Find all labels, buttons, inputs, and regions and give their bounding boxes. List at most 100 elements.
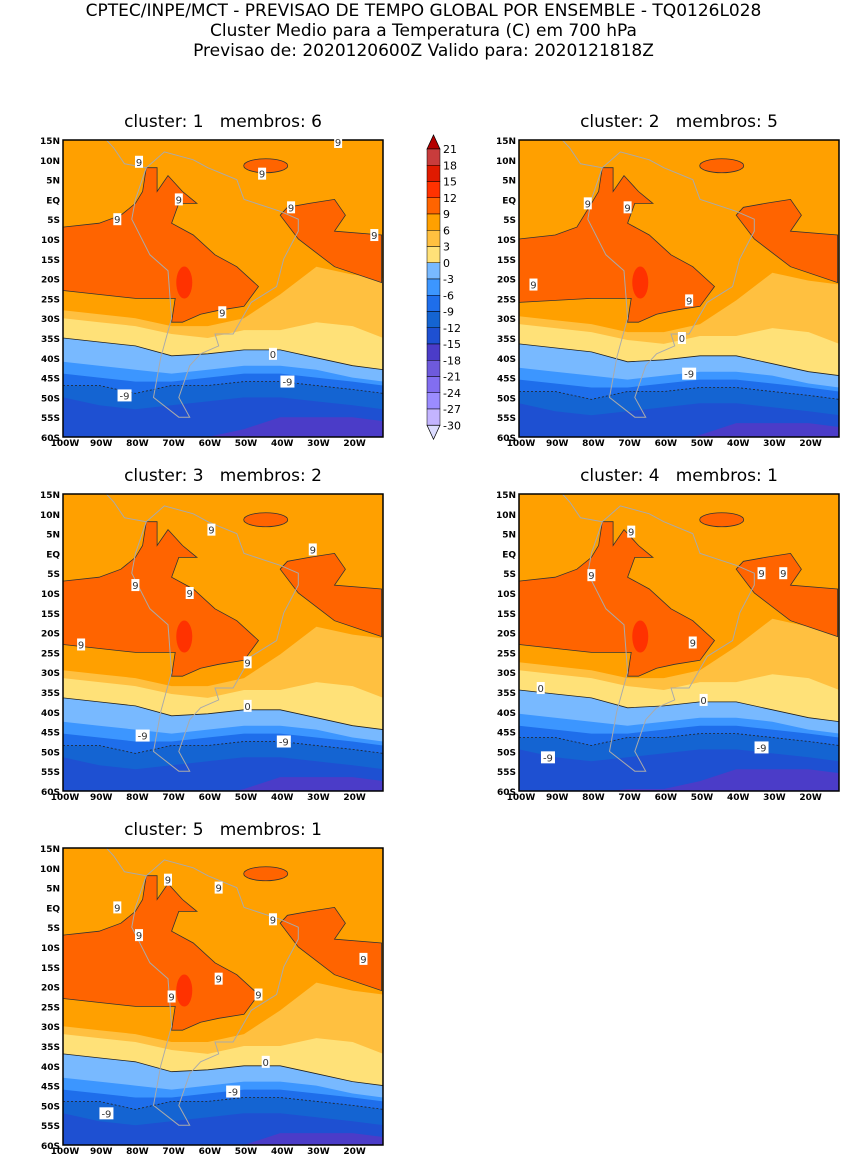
contour-label: 9 (335, 138, 341, 149)
colorbar-label: 15 (443, 176, 457, 189)
band-9-12-blob (699, 512, 745, 528)
lat-tick-label: 5N (502, 531, 516, 541)
contour-label: 9 (114, 215, 120, 226)
colorbar-label: 18 (443, 159, 457, 172)
colorbar-swatch (426, 148, 441, 166)
lat-tick-label: EQ (502, 550, 516, 560)
colorbar-label: -9 (443, 306, 454, 319)
lat-tick-label: 15N (496, 137, 516, 147)
colorbar-label: 0 (443, 257, 450, 270)
temperature-band-m15 (609, 769, 839, 791)
lat-tick-label: 55S (41, 768, 60, 778)
colorbar-label: -27 (443, 403, 461, 416)
contour-label-bg (779, 567, 788, 580)
contour-label-bg (699, 693, 708, 706)
contour-label-bg (243, 656, 252, 669)
lat-tick-label: 35S (41, 335, 60, 345)
lon-tick-label: 70W (162, 793, 185, 803)
band-9-12-atlantic (279, 198, 383, 284)
lat-tick-label: 40S (41, 1063, 60, 1073)
lon-tick-label: 80W (126, 1147, 149, 1157)
colorbar-swatch (426, 181, 441, 198)
lon-tick-label: 50W (691, 793, 714, 803)
temperature-band-m15 (244, 1133, 383, 1145)
contour-label: -9 (543, 753, 553, 764)
lat-tick-label: 20S (497, 630, 516, 640)
lon-tick-label: 30W (307, 439, 330, 449)
colorbar-label: -15 (443, 338, 461, 351)
lat-tick-label: 35S (497, 689, 516, 699)
panel-title: cluster: 5 membros: 1 (124, 820, 322, 840)
contour-label-bg (254, 988, 263, 1001)
colorbar-swatch (426, 230, 441, 247)
lat-tick-label: 5S (503, 216, 516, 226)
contour-label: 0 (270, 350, 276, 361)
colorbar-swatch (426, 197, 441, 215)
lon-tick-label: 80W (582, 439, 605, 449)
contour-label: 9 (187, 589, 193, 600)
contour-label: 9 (259, 170, 265, 181)
contour-label: -9 (279, 738, 289, 749)
contour-label-bg (214, 972, 223, 985)
lon-tick-label: 100W (51, 1147, 80, 1157)
lat-tick-label: 15N (40, 137, 60, 147)
lon-tick-label: 20W (343, 439, 366, 449)
lat-tick-label: 10N (496, 157, 516, 167)
lat-tick-label: 15N (40, 845, 60, 855)
lat-tick-label: 50S (497, 394, 516, 404)
lat-tick-label: 25S (41, 295, 60, 305)
lon-tick-label: 40W (727, 439, 750, 449)
colorbar-swatch (426, 278, 441, 296)
map-panel-cluster-1: cluster: 1 membros: 6 9 9 9 9 9 9 9 9 0 -9 -9 15N 10… (40, 112, 384, 449)
contour-label: 0 (263, 1058, 269, 1069)
contour-label: -9 (120, 391, 130, 402)
lon-tick-label: 100W (507, 439, 536, 449)
panel-title: cluster: 2 membros: 5 (580, 112, 778, 132)
contour-label: 9 (758, 569, 764, 580)
band-9-12 (519, 167, 716, 323)
contour-label: 9 (780, 569, 786, 580)
contour-label-bg (757, 567, 766, 580)
lat-tick-label: EQ (46, 550, 60, 560)
lat-tick-label: 5N (46, 177, 60, 187)
contour-label-bg (268, 347, 277, 360)
contour-label: 9 (136, 931, 142, 942)
contour-label: 9 (208, 526, 214, 537)
lon-tick-label: 40W (271, 1147, 294, 1157)
lat-tick-label: 15S (497, 610, 516, 620)
lat-tick-label: 10S (497, 590, 516, 600)
lat-tick-label: 30S (497, 315, 516, 325)
contour-label-bg (218, 306, 227, 319)
panel-title: cluster: 3 membros: 2 (124, 466, 322, 486)
contour-label-bg (135, 729, 150, 742)
lon-tick-label: 100W (51, 439, 80, 449)
lon-tick-label: 50W (235, 1147, 258, 1157)
lat-tick-label: 5S (503, 570, 516, 580)
colorbar-label: 12 (443, 192, 457, 205)
contour-label-bg (113, 901, 122, 914)
lat-tick-label: 15N (496, 491, 516, 501)
lat-tick-label: 10S (497, 236, 516, 246)
contour-label: 9 (624, 203, 630, 214)
lon-tick-label: 100W (51, 793, 80, 803)
lat-tick-label: 55S (497, 768, 516, 778)
lat-tick-label: 50S (41, 394, 60, 404)
lat-tick-label: 40S (41, 355, 60, 365)
contour-label: -9 (101, 1109, 111, 1120)
lon-tick-label: 60W (199, 793, 222, 803)
lon-tick-label: 60W (655, 439, 678, 449)
lat-tick-label: 25S (497, 649, 516, 659)
contour-0 (63, 337, 383, 371)
lon-tick-label: 90W (90, 1147, 113, 1157)
lat-tick-label: 5N (46, 531, 60, 541)
contour-label-bg (261, 1055, 270, 1068)
lat-tick-label: 30S (41, 315, 60, 325)
lon-tick-label: 50W (235, 439, 258, 449)
colorbar-swatch (426, 165, 441, 182)
lon-tick-label: 90W (546, 439, 569, 449)
lat-tick-label: 20S (497, 276, 516, 286)
colorbar-under-arrow (426, 424, 441, 441)
band-12-15 (176, 266, 193, 299)
lat-tick-label: 50S (41, 1102, 60, 1112)
lat-tick-label: 15S (41, 964, 60, 974)
